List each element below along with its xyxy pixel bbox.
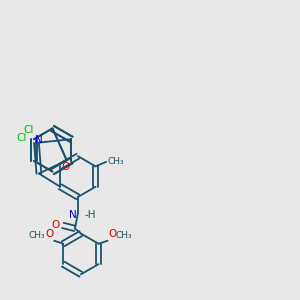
- Text: O: O: [52, 220, 60, 230]
- Text: Cl: Cl: [23, 125, 34, 135]
- Text: Cl: Cl: [16, 133, 26, 143]
- Text: -H: -H: [85, 210, 96, 220]
- Text: CH₃: CH₃: [28, 231, 45, 240]
- Text: O: O: [45, 229, 53, 239]
- Text: O: O: [109, 229, 117, 239]
- Text: O: O: [62, 162, 70, 172]
- Text: CH₃: CH₃: [108, 157, 124, 166]
- Text: N: N: [69, 210, 76, 220]
- Text: N: N: [35, 135, 43, 145]
- Text: CH₃: CH₃: [115, 231, 132, 240]
